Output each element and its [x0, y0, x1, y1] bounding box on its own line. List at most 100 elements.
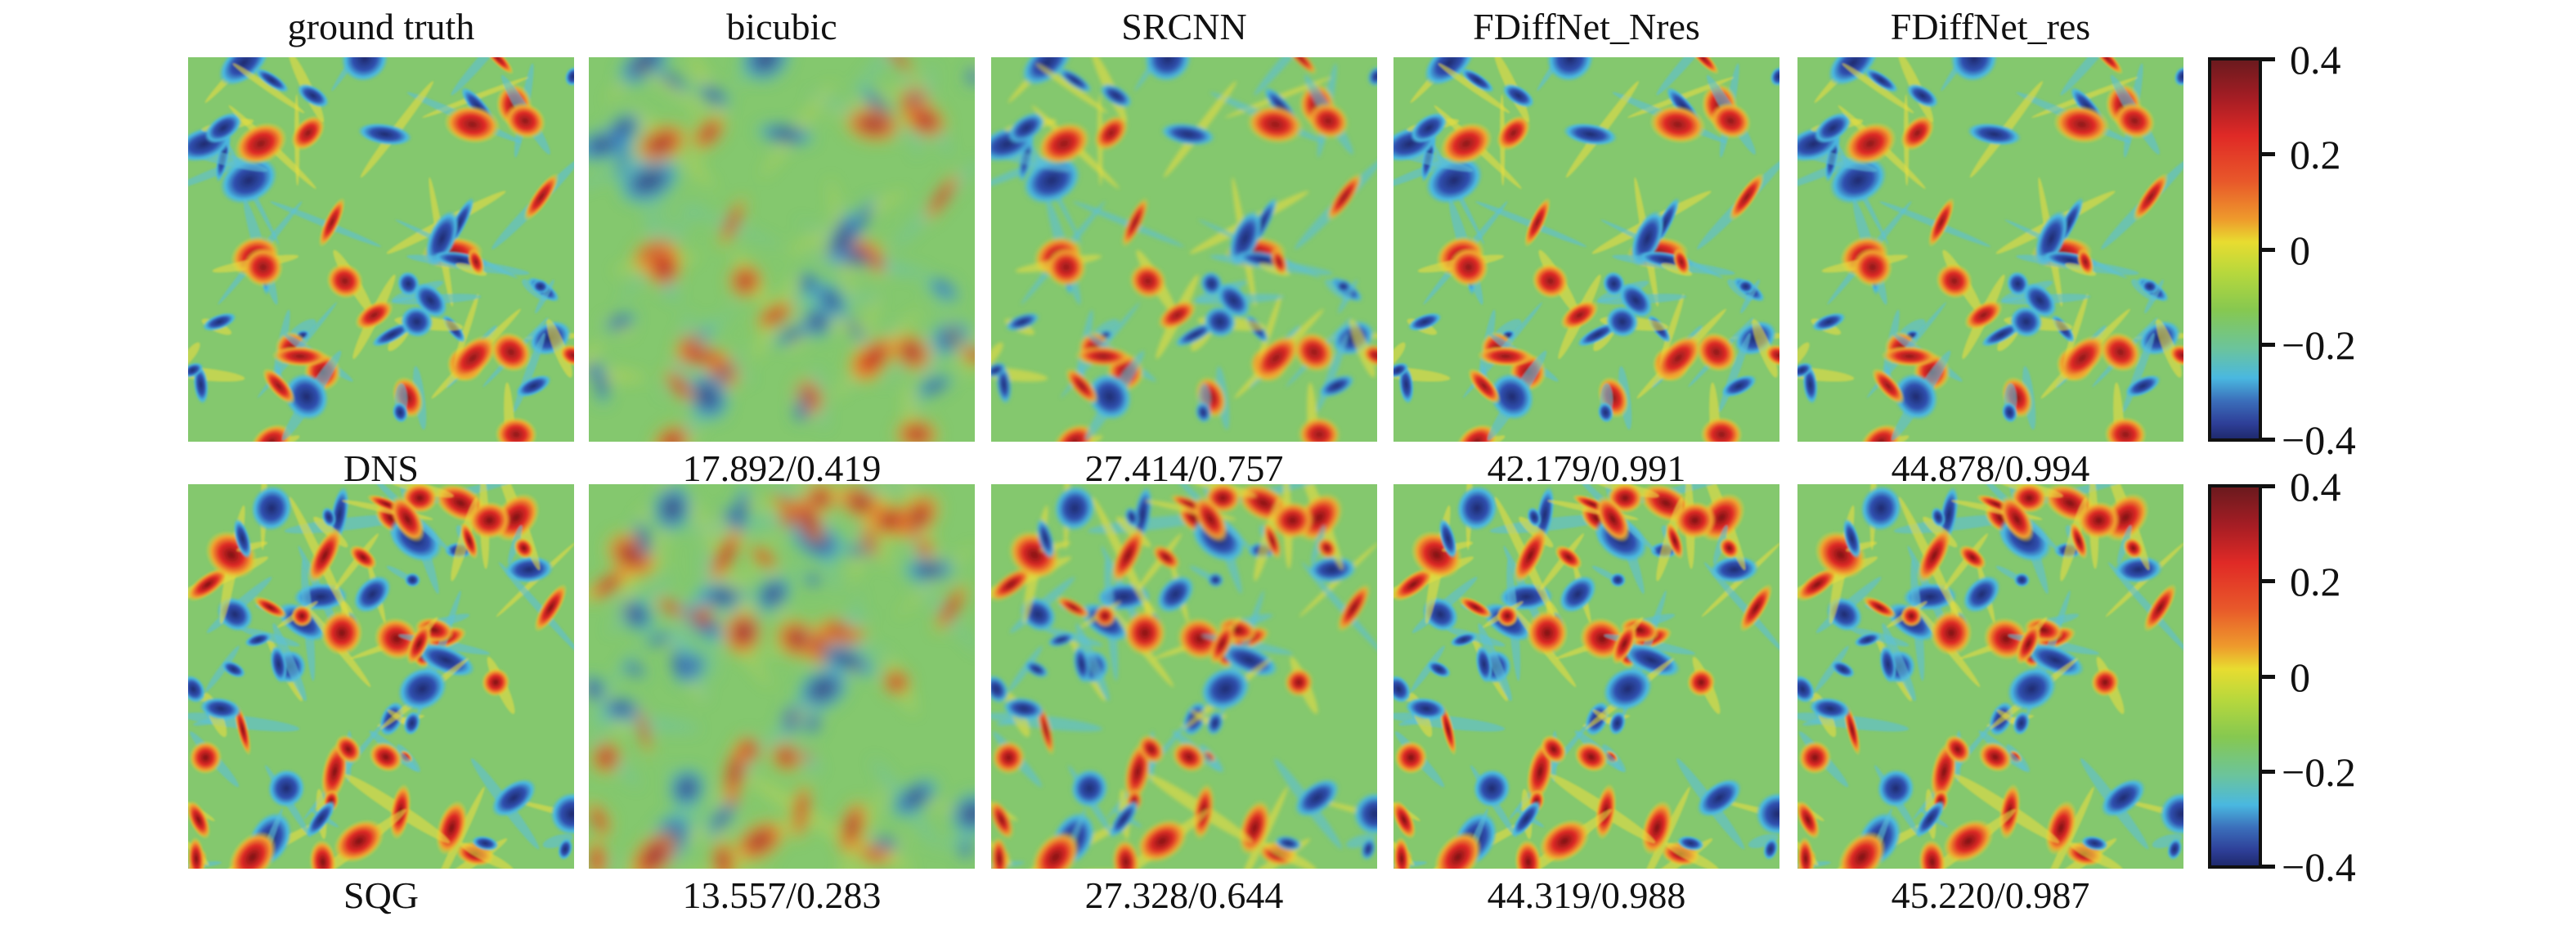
negative-vortex: [644, 631, 674, 648]
negative-vortex: [1048, 632, 1075, 647]
negative-vortex: [792, 402, 810, 423]
positive-vortex: [189, 740, 222, 775]
negative-vortex: [1219, 643, 1278, 677]
positive-vortex: [481, 667, 510, 697]
colorbar: [2208, 57, 2262, 442]
negative-vortex: [472, 835, 499, 851]
negative-vortex: [1502, 83, 1535, 108]
colorbar-tick-label: −0.4: [2282, 417, 2356, 463]
positive-vortex: [1293, 332, 1335, 372]
negative-vortex: [403, 711, 421, 735]
positive-vortex: [467, 248, 485, 276]
negative-vortex: [1456, 485, 1498, 532]
negative-vortex: [1156, 575, 1195, 613]
metric-label: 13.557/0.283: [682, 874, 882, 916]
positive-vortex: [334, 735, 361, 764]
field-image-dns: [945, 2, 1398, 475]
field-streak: [1008, 645, 1043, 692]
positive-vortex: [1271, 501, 1314, 540]
positive-vortex: [1959, 545, 1986, 570]
positive-vortex: [1611, 622, 1637, 665]
colorbar-tick-label: 0.2: [2290, 132, 2341, 178]
colorbar-tick: [2259, 865, 2275, 869]
positive-vortex: [933, 581, 970, 635]
positive-vortex: [1999, 496, 2035, 543]
negative-vortex: [1195, 402, 1212, 423]
positive-vortex: [2090, 667, 2120, 697]
column-title: bicubic: [726, 6, 837, 47]
positive-vortex: [691, 604, 715, 627]
positive-vortex: [1111, 528, 1146, 583]
negative-vortex: [753, 574, 792, 614]
field-streak: [1665, 842, 1719, 871]
positive-vortex: [1394, 740, 1428, 775]
negative-vortex: [1450, 632, 1478, 647]
colorbar-tick-label: −0.4: [2282, 844, 2356, 890]
negative-vortex: [491, 779, 536, 817]
negative-vortex: [1008, 112, 1046, 144]
positive-vortex: [1654, 335, 1703, 381]
positive-vortex: [1673, 501, 1717, 540]
positive-vortex: [1532, 263, 1569, 299]
negative-vortex: [1200, 667, 1250, 712]
positive-vortex: [836, 797, 869, 858]
field-streak: [1411, 645, 1445, 692]
field-streak: [1301, 562, 1384, 654]
field-streak: [1438, 63, 1510, 114]
negative-vortex: [684, 371, 730, 422]
negative-vortex: [804, 573, 823, 587]
negative-vortex: [2034, 210, 2069, 267]
negative-vortex: [1003, 697, 1045, 721]
positive-vortex: [1595, 496, 1631, 543]
negative-vortex: [1931, 507, 1945, 528]
negative-vortex: [914, 374, 954, 398]
negative-vortex: [651, 483, 693, 533]
positive-vortex: [1337, 583, 1371, 632]
positive-vortex: [2133, 173, 2169, 222]
positive-vortex: [390, 496, 425, 543]
negative-vortex: [284, 373, 329, 420]
positive-vortex: [1524, 197, 1551, 248]
negative-vortex: [424, 210, 460, 267]
positive-vortex: [881, 667, 912, 698]
positive-vortex: [1796, 567, 1839, 602]
field-streak: [943, 833, 974, 848]
field-streak: [1263, 842, 1317, 871]
negative-vortex: [2167, 838, 2183, 860]
positive-vortex: [1209, 622, 1235, 665]
negative-vortex: [1893, 373, 1938, 420]
negative-vortex: [1854, 632, 1882, 647]
positive-vortex: [1308, 102, 1349, 140]
colorbar-tick: [2259, 57, 2275, 61]
negative-vortex: [1407, 312, 1443, 331]
negative-vortex: [2081, 835, 2108, 851]
negative-vortex: [200, 697, 242, 721]
positive-vortex: [1326, 173, 1362, 222]
negative-vortex: [1227, 210, 1263, 267]
negative-vortex: [696, 83, 732, 109]
colorbar-tick: [2259, 579, 2275, 584]
positive-vortex: [653, 595, 688, 619]
negative-vortex: [1005, 312, 1040, 331]
field-streak: [546, 319, 572, 378]
positive-vortex: [1649, 105, 1706, 144]
positive-vortex: [1560, 300, 1599, 330]
field-image-sqg: [159, 449, 610, 929]
positive-vortex: [1526, 609, 1568, 656]
positive-vortex: [1513, 528, 1548, 583]
positive-vortex: [1046, 247, 1087, 287]
positive-vortex: [721, 608, 764, 658]
positive-vortex: [589, 739, 623, 776]
negative-vortex: [1335, 279, 1353, 294]
metric-label: 45.220/0.987: [1891, 874, 2090, 916]
negative-vortex: [1073, 645, 1091, 684]
field-streak: [460, 842, 514, 871]
negative-vortex: [504, 555, 554, 583]
negative-vortex: [400, 305, 433, 338]
negative-vortex: [1307, 555, 1357, 583]
field-streak: [1349, 319, 1376, 378]
positive-vortex: [734, 734, 763, 765]
field-streak: [1740, 279, 1760, 314]
positive-vortex: [1863, 596, 1896, 618]
metric-label: 44.878/0.994: [1891, 447, 2090, 489]
